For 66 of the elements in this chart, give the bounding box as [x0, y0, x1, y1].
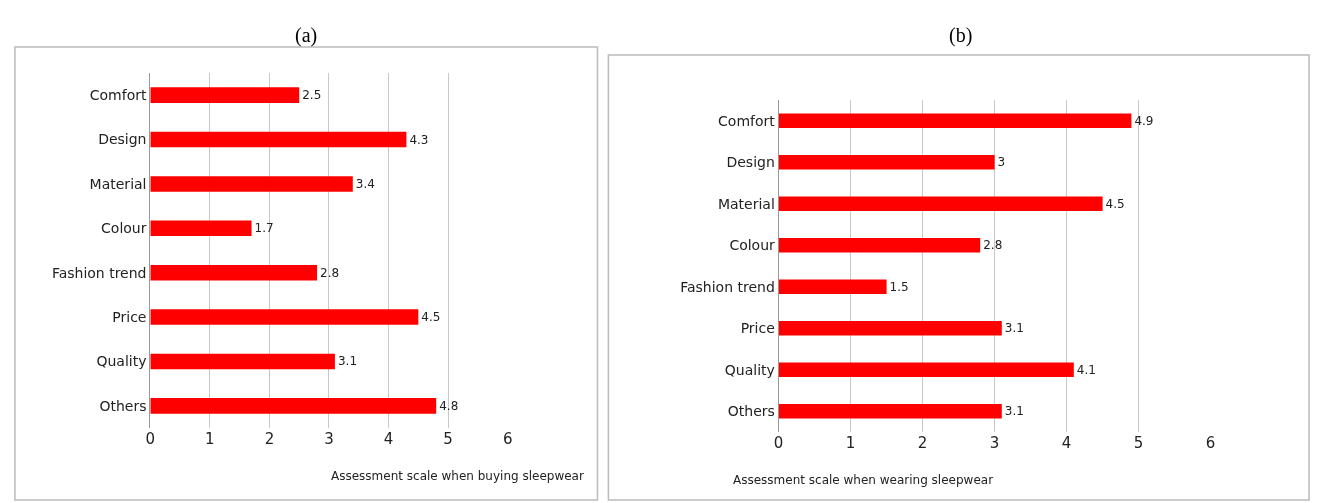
- y-tick-label: Material: [717, 195, 775, 212]
- data-label: 1.7: [254, 221, 274, 236]
- data-label: 2.8: [983, 238, 1003, 253]
- y-tick-label: Design: [98, 131, 147, 148]
- data-label: 3.1: [1004, 321, 1024, 336]
- y-tick-label: Comfort: [718, 112, 776, 129]
- x-tick-label: 6: [1205, 434, 1216, 453]
- bar: [778, 321, 1002, 336]
- y-tick-label: Price: [740, 320, 775, 337]
- bar: [778, 279, 887, 295]
- x-tick-label: 4: [1061, 434, 1072, 453]
- y-tick-label: Others: [727, 403, 775, 420]
- bar: [778, 238, 981, 253]
- x-tick-label: 0: [773, 434, 784, 453]
- bar: [778, 404, 1002, 419]
- bar: [150, 264, 318, 281]
- x-tick-label: 1: [205, 430, 215, 449]
- x-tick-label: 3: [989, 434, 1000, 453]
- data-label: 3.1: [1004, 404, 1024, 419]
- data-label: 3: [997, 155, 1006, 170]
- data-label: 2.8: [320, 265, 340, 280]
- x-tick-label: 1: [845, 434, 856, 453]
- y-tick-label: Fashion trend: [51, 264, 147, 281]
- x-axis-title: Assessment scale when buying sleepwear: [331, 469, 584, 483]
- bar: [150, 353, 335, 370]
- data-label: 4.9: [1134, 113, 1154, 128]
- y-tick-label: Design: [726, 154, 775, 171]
- bar: [150, 398, 437, 414]
- chart-title: (a): [295, 24, 318, 47]
- chart-title: (b): [949, 24, 973, 47]
- data-label: 3.1: [337, 354, 358, 369]
- bar: [778, 362, 1074, 378]
- y-tick-label: Others: [99, 397, 147, 414]
- y-tick-label: Fashion trend: [680, 278, 775, 295]
- data-label: 2.5: [302, 88, 322, 103]
- y-tick-label: Colour: [729, 237, 776, 254]
- y-tick-label: Quality: [724, 361, 775, 378]
- y-tick-label: Price: [112, 308, 147, 325]
- bar: [150, 87, 300, 103]
- data-label: 4.3: [409, 132, 429, 147]
- x-tick-label: 5: [1133, 434, 1144, 453]
- y-tick-label: Comfort: [89, 87, 148, 104]
- data-label: 4.5: [421, 310, 441, 325]
- data-label: 3.4: [355, 176, 375, 191]
- x-tick-label: 5: [443, 430, 453, 449]
- data-label: 4.8: [439, 398, 459, 413]
- bar: [778, 196, 1103, 212]
- y-tick-label: Material: [89, 175, 147, 192]
- data-label: 1.5: [889, 279, 909, 294]
- y-tick-label: Quality: [96, 353, 147, 370]
- bar: [150, 220, 252, 237]
- x-tick-label: 0: [145, 430, 156, 449]
- x-tick-label: 6: [502, 430, 513, 449]
- bar: [778, 155, 995, 170]
- bar: [150, 309, 419, 325]
- x-tick-label: 2: [917, 434, 928, 453]
- bar: [150, 131, 407, 148]
- x-tick-label: 3: [324, 430, 334, 449]
- bar: [150, 176, 353, 192]
- data-label: 4.1: [1076, 362, 1096, 377]
- x-axis-title: Assessment scale when wearing sleepwear: [733, 473, 994, 487]
- y-tick-label: Colour: [101, 220, 147, 237]
- x-tick-label: 2: [264, 430, 275, 449]
- bar: [778, 113, 1132, 129]
- data-label: 4.5: [1105, 196, 1125, 211]
- x-tick-label: 4: [383, 430, 394, 449]
